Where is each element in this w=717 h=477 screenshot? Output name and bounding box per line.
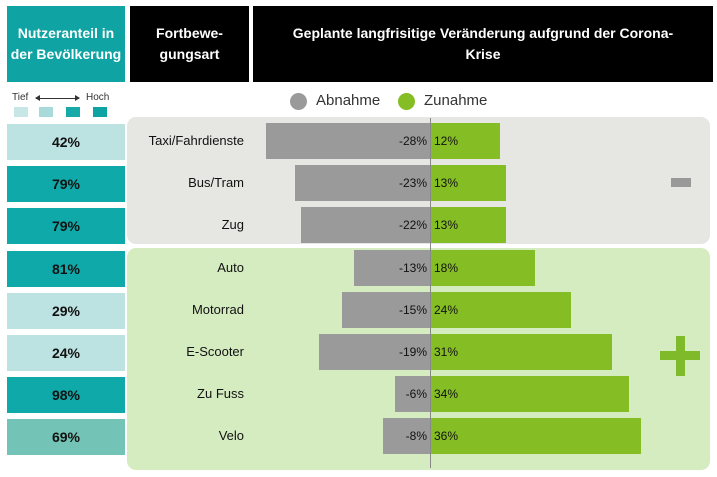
- bar-decrease-label: -22%: [398, 218, 427, 232]
- bar-increase: [430, 376, 630, 412]
- header-nutzeranteil: Nutzeranteil in der Bevölkerung: [7, 6, 125, 82]
- minus-icon: [671, 178, 691, 187]
- user-share-cell: 42%: [7, 124, 125, 160]
- user-share-cell: 98%: [7, 377, 125, 413]
- category-label: Motorrad: [191, 302, 244, 317]
- bar-increase: [430, 334, 612, 370]
- bar-increase: [430, 123, 501, 159]
- bar-increase-label: 34%: [434, 387, 459, 401]
- category-label: Velo: [218, 428, 244, 443]
- bar-decrease: [301, 207, 430, 243]
- bar-increase: [430, 207, 507, 243]
- bar-increase-label: 13%: [434, 176, 459, 190]
- user-share-cell: 29%: [7, 293, 125, 329]
- header-fortbewegungsart: Fortbewe-gungsart: [130, 6, 249, 82]
- user-share-cell: 81%: [7, 251, 125, 287]
- bar-increase: [430, 292, 571, 328]
- legend-increase-dot: [398, 93, 415, 110]
- bar-increase-label: 31%: [434, 345, 459, 359]
- category-label: Zu Fuss: [197, 386, 244, 401]
- scale-swatch-1: [14, 107, 28, 117]
- bar-increase-label: 36%: [434, 429, 459, 443]
- legend-increase-label: Zunahme: [424, 92, 488, 109]
- bar-decrease: [342, 292, 430, 328]
- user-share-cell: 69%: [7, 419, 125, 455]
- bar-decrease: [295, 165, 430, 201]
- scale-low-label: Tief: [12, 92, 29, 103]
- scale-high-label: Hoch: [86, 92, 110, 103]
- category-label: Zug: [221, 217, 244, 232]
- bar-decrease: [318, 334, 430, 370]
- bar-decrease: [265, 123, 430, 159]
- bar-decrease: [353, 250, 430, 286]
- bar-decrease-label: -8%: [405, 429, 427, 443]
- category-label: E-Scooter: [186, 344, 244, 359]
- bar-decrease-label: -23%: [398, 176, 427, 190]
- bar-increase: [430, 250, 536, 286]
- category-label: Taxi/Fahrdienste: [148, 133, 244, 148]
- bar-decrease-label: -15%: [398, 303, 427, 317]
- scale-swatch-2: [39, 107, 53, 117]
- category-label: Auto: [217, 260, 244, 275]
- bar-decrease-label: -6%: [405, 387, 427, 401]
- zero-axis-line: [430, 118, 431, 468]
- scale-swatch-3: [66, 107, 80, 117]
- user-share-cell: 24%: [7, 335, 125, 371]
- header-geplante-veraenderung: Geplante langfrisitige Veränderung aufgr…: [253, 6, 713, 82]
- category-label: Bus/Tram: [188, 175, 244, 190]
- scale-double-arrow-icon: [35, 95, 80, 101]
- bar-increase-label: 12%: [434, 134, 459, 148]
- bar-decrease-label: -19%: [398, 345, 427, 359]
- bar-increase-label: 18%: [434, 261, 459, 275]
- bar-increase: [430, 418, 641, 454]
- bar-decrease: [383, 418, 430, 454]
- bar-increase: [430, 165, 507, 201]
- legend-decrease-dot: [290, 93, 307, 110]
- bar-increase-label: 13%: [434, 218, 459, 232]
- bar-decrease: [394, 376, 430, 412]
- bar-decrease-label: -28%: [398, 134, 427, 148]
- scale-swatch-4: [93, 107, 107, 117]
- legend-decrease-label: Abnahme: [316, 92, 381, 109]
- user-share-cell: 79%: [7, 208, 125, 244]
- plus-icon-vertical: [676, 336, 685, 376]
- bar-decrease-label: -13%: [398, 261, 427, 275]
- user-share-cell: 79%: [7, 166, 125, 202]
- bar-increase-label: 24%: [434, 303, 459, 317]
